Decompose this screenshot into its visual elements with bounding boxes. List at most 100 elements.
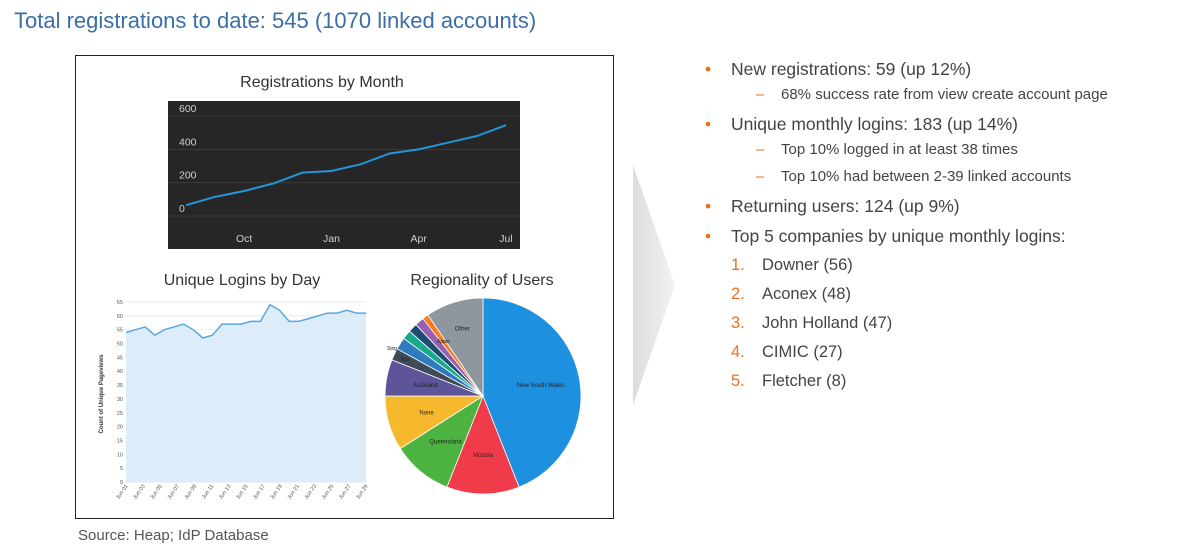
unique-logins-y-tick-label: 40	[117, 369, 123, 375]
company-item: 5. Fletcher (8)	[705, 371, 1185, 391]
unique-logins-y-tick-label: 35	[117, 383, 123, 389]
page-title: Total registrations to date: 545 (1070 l…	[14, 8, 537, 33]
pie-slice-label: Auckland	[413, 383, 438, 389]
company-label: Aconex (48)	[762, 285, 851, 303]
unique-logins-x-tick-label: Jun 07	[167, 484, 181, 501]
unique-logins-y-tick-label: 20	[117, 425, 123, 431]
unique-logins-y-tick-label: 30	[117, 397, 123, 403]
company-label: Downer (56)	[762, 256, 853, 274]
unique-logins-x-tick-label: Jun 29	[355, 484, 369, 501]
company-item: 2. Aconex (48)	[705, 284, 1185, 304]
unique-logins-x-tick-label: Jun 23	[304, 484, 318, 501]
sub-bullet-item: –68% success rate from view create accou…	[731, 85, 1185, 105]
registrations-plot-bg	[168, 101, 520, 249]
unique-logins-x-tick-label: Jun 21	[287, 484, 301, 501]
chart-title-registrations: Registrations by Month	[240, 74, 404, 91]
registrations-x-tick-label: Jul	[499, 233, 512, 245]
chart-panel: Registrations by Month 0 200 400 600 Oct Jan…	[75, 55, 614, 519]
unique-logins-x-tick-label: Jun 17	[252, 484, 266, 501]
company-label: Fletcher (8)	[762, 372, 847, 390]
dash-icon: –	[756, 141, 765, 158]
unique-logins-x-tick-label: Jun 11	[201, 484, 215, 501]
registrations-x-tick-label: Apr	[411, 233, 428, 245]
unique-logins-y-tick-label: 50	[117, 342, 123, 348]
unique-logins-x-tick-label: Jun 03	[132, 484, 146, 501]
unique-logins-x-tick-label: Jun 13	[218, 484, 232, 501]
company-label: CIMIC (27)	[762, 343, 843, 361]
source-note: Source: Heap; IdP Database	[78, 527, 269, 544]
bullet-item: • New registrations: 59 (up 12%) –68% succ…	[705, 58, 1185, 105]
company-rank: 3.	[731, 314, 745, 332]
unique-logins-y-ticks: 0 5 10 15 20 25 30 35 40 45 50 55 60 65	[117, 300, 123, 486]
unique-logins-x-ticks: Jun 01 Jun 03 Jun 05 Jun 07 Jun 09 Jun 11 Jun …	[115, 484, 369, 501]
registrations-y-tick-label: 200	[179, 170, 197, 182]
chart-title-unique-logins: Unique Logins by Day	[164, 272, 321, 289]
unique-logins-y-tick-label: 25	[117, 411, 123, 417]
company-rank: 4.	[731, 343, 745, 361]
registrations-x-tick-label: Oct	[236, 233, 252, 245]
bullet-dot-icon: •	[705, 226, 712, 246]
bullet-text: Top 5 companies by unique monthly logins…	[731, 226, 1066, 246]
pie-slice-label: Victoria	[473, 453, 494, 459]
company-item: 4. CIMIC (27)	[705, 342, 1185, 362]
unique-logins-y-tick-label: 0	[120, 480, 123, 486]
unique-logins-x-tick-label: Jun 05	[150, 484, 164, 501]
bullet-dot-icon: •	[705, 196, 712, 216]
sub-bullet-item: – Top 10% had between 2-39 linked account…	[731, 167, 1185, 187]
unique-logins-y-tick-label: 5	[120, 466, 123, 472]
bullet-item: • Top 5 companies by unique monthly login…	[705, 225, 1185, 247]
pie-small-label: Bas	[401, 357, 410, 363]
registrations-grid	[168, 115, 520, 217]
registrations-y-tick-label: 600	[179, 103, 197, 115]
company-rank: 2.	[731, 285, 745, 303]
sub-bullet-text: Top 10% had between 2-39 linked accounts	[781, 168, 1072, 185]
sub-bullet-item: – Top 10% logged in at least 38 times	[731, 140, 1185, 160]
pie-small-label: Apple	[437, 339, 450, 345]
sub-bullet-text: 68% success rate from view create accoun…	[781, 86, 1108, 103]
unique-logins-x-tick-label: Jun 15	[235, 484, 249, 501]
unique-logins-y-tick-label: 60	[117, 314, 123, 320]
company-item: 1. Downer (56)	[705, 255, 1185, 275]
pie-slice-label: Other	[455, 327, 470, 333]
registrations-x-tick-label: Jan	[323, 233, 340, 245]
unique-logins-y-axis-label: Count of Unique Pageviews	[99, 354, 105, 434]
unique-logins-y-tick-label: 15	[117, 438, 123, 444]
pie-slice-new-south-wales	[482, 297, 582, 488]
bullet-text: Unique monthly logins: 183 (up 14%)	[731, 114, 1018, 134]
sub-bullet-text: Top 10% logged in at least 38 times	[781, 141, 1018, 158]
dash-icon: –	[756, 86, 765, 103]
unique-logins-y-tick-label: 10	[117, 452, 123, 458]
dash-icon: –	[756, 168, 765, 185]
bullet-item: • Unique monthly logins: 183 (up 14%) – Top…	[705, 113, 1185, 187]
pie-small-label: Sing	[387, 346, 397, 352]
registrations-y-ticks: 0 200 400 600	[179, 103, 197, 215]
registrations-line	[185, 124, 507, 207]
pie-slice-label: New South Wales	[517, 383, 564, 389]
pie-slice-label: None	[419, 410, 434, 416]
regionality-pie: New South Wales Victoria Queensland None Auc…	[384, 297, 582, 495]
bullet-dot-icon: •	[705, 114, 712, 134]
company-label: John Holland (47)	[762, 314, 893, 332]
summary-bullets: • New registrations: 59 (up 12%) –68% succ…	[705, 58, 1185, 400]
arrow-chevron-icon	[633, 165, 675, 405]
registrations-x-ticks: Oct Jan Apr Jul	[236, 233, 513, 245]
pie-slice-label: Queensland	[429, 439, 461, 445]
pie-slice-other	[427, 297, 484, 398]
bullet-text: New registrations: 59 (up 12%)	[731, 59, 972, 79]
charts-svg: Registrations by Month 0 200 400 600 Oct Jan…	[99, 74, 582, 501]
unique-logins-y-tick-label: 65	[117, 300, 123, 306]
bullet-item: • Returning users: 124 (up 9%)	[705, 195, 1185, 217]
unique-logins-x-tick-label: Jun 27	[338, 484, 352, 501]
unique-logins-x-tick-label: Jun 19	[270, 484, 284, 501]
unique-logins-y-tick-label: 55	[117, 328, 123, 334]
chart-title-regionality: Regionality of Users	[410, 272, 553, 289]
company-rank: 5.	[731, 372, 745, 390]
bullet-text: Returning users: 124 (up 9%)	[731, 196, 960, 216]
pie-slice-victoria	[446, 394, 520, 495]
company-item: 3. John Holland (47)	[705, 313, 1185, 333]
unique-logins-x-tick-label: Jun 25	[321, 484, 335, 501]
registrations-y-tick-label: 400	[179, 136, 197, 148]
unique-logins-x-tick-label: Jun 01	[115, 484, 129, 501]
unique-logins-y-tick-label: 45	[117, 355, 123, 361]
bullet-dot-icon: •	[705, 59, 712, 79]
